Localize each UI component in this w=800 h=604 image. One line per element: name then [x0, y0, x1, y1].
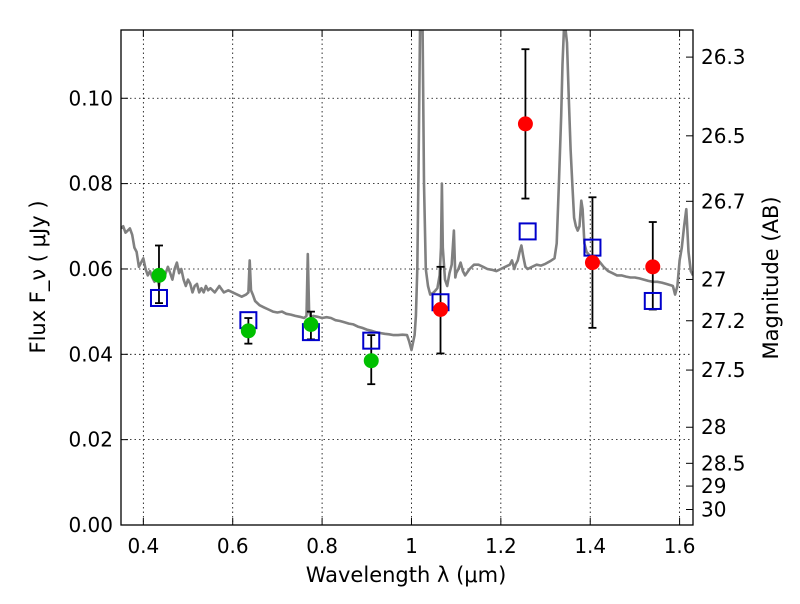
plot-frame: [120, 29, 694, 526]
markers-layer: [149, 116, 662, 369]
green-data-point: [151, 267, 167, 283]
green-data-point: [240, 323, 256, 339]
x-tick-label: 1: [405, 534, 418, 558]
right-tick-label: 26.7: [701, 189, 746, 213]
green-data-point: [303, 316, 319, 332]
x-tick-label: 1.6: [664, 534, 696, 558]
y-axis-label: Flux F_ν ( μJy ): [26, 200, 51, 353]
right-tick-label: 27.2: [701, 309, 746, 333]
y-tick-label: 0.00: [68, 513, 113, 537]
right-tick-label: 26.3: [701, 45, 746, 69]
x-tick-label: 0.8: [306, 534, 338, 558]
sed-line: [121, 30, 693, 352]
x-tick-label: 1.4: [574, 534, 606, 558]
model-square: [518, 222, 537, 241]
right-tick-label: 30: [701, 498, 726, 522]
right-tick-label: 29: [701, 474, 726, 498]
red-data-point: [645, 259, 661, 275]
x-tick-label: 1.2: [485, 534, 517, 558]
ticks: [121, 30, 693, 526]
tick-labels: 0.4 0.6 0.8 1 1.2 1.4 1.6 0.00 0.02 0.04 0.06 0.08 0…: [68, 45, 745, 558]
grid: [121, 30, 693, 525]
y-tick-label: 0.10: [68, 86, 113, 110]
y-tick-label: 0.06: [68, 257, 113, 281]
x-axis-label: Wavelength λ (μm): [306, 563, 507, 587]
red-data-point: [433, 302, 449, 318]
x-tick-label: 0.6: [217, 534, 249, 558]
model-square: [643, 291, 662, 310]
y-tick-label: 0.02: [68, 428, 113, 452]
right-tick-label: 26.5: [701, 124, 746, 148]
y-tick-label: 0.08: [68, 172, 113, 196]
right-tick-label: 28.5: [701, 451, 746, 475]
model-square: [362, 331, 381, 350]
right-tick-label: 27.5: [701, 358, 746, 382]
sed-curve-layer: [121, 30, 693, 352]
red-data-point: [517, 116, 533, 132]
red-data-point: [584, 255, 600, 271]
y-tick-label: 0.04: [68, 342, 113, 366]
model-square: [149, 288, 168, 307]
right-tick-label: 27: [701, 267, 726, 291]
green-data-point: [363, 353, 379, 369]
right-tick-label: 28: [701, 415, 726, 439]
y-axis-right-label: Magnitude (AB): [759, 196, 783, 359]
x-tick-label: 0.4: [127, 534, 159, 558]
